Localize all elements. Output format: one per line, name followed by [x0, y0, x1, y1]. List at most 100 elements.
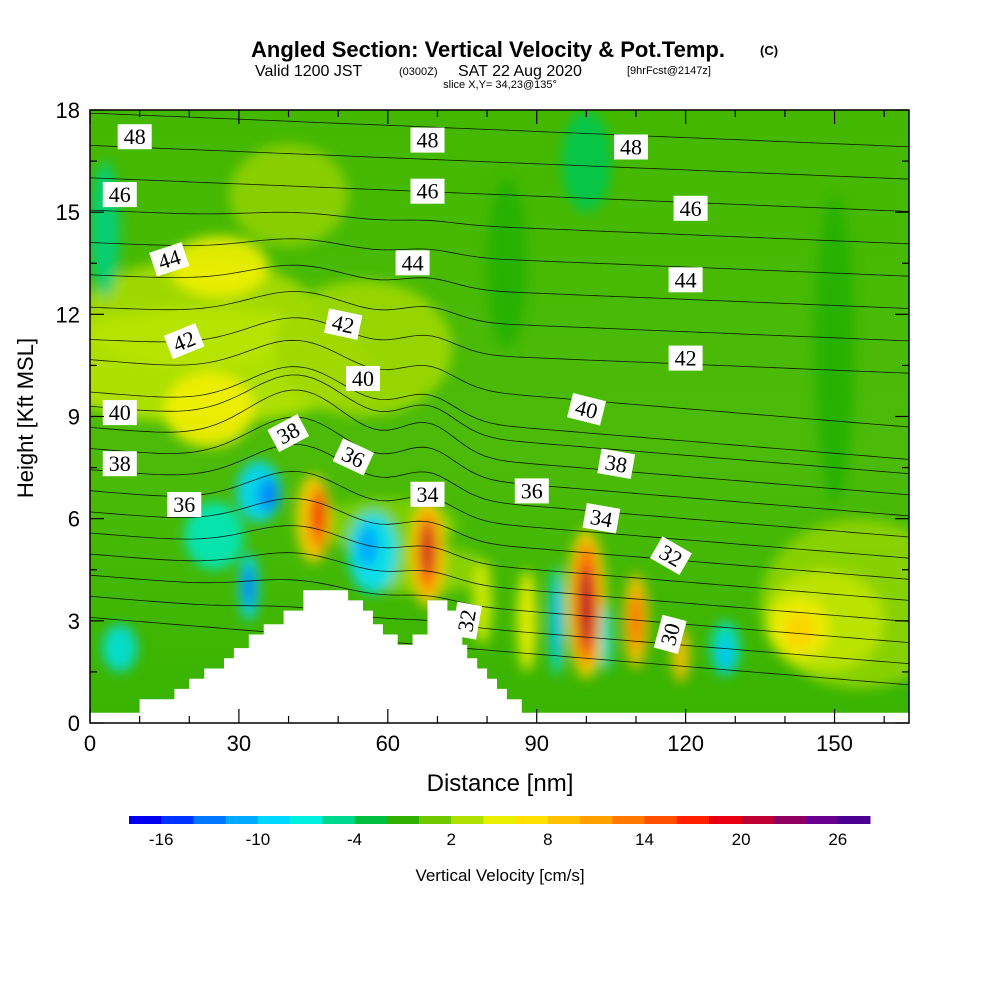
- colorbar-swatch: [805, 816, 839, 824]
- colorbar-swatch: [451, 816, 484, 824]
- velocity-cell: [228, 144, 349, 247]
- theta-contour: [90, 291, 909, 342]
- colorbar-swatch: [741, 816, 774, 824]
- theta-label: 36: [167, 492, 202, 517]
- velocity-cell: [561, 110, 612, 213]
- theta-contour: [90, 177, 909, 212]
- colorbar-swatch: [773, 816, 807, 824]
- theta-contour: [90, 595, 909, 665]
- theta-label-text: 48: [124, 124, 146, 149]
- theta-label: 38: [597, 448, 636, 479]
- theta-label-box: [149, 242, 190, 277]
- colorbar-tick-label: 14: [635, 830, 654, 849]
- chart-title: Angled Section: Vertical Velocity & Pot.…: [251, 37, 725, 62]
- theta-label-text: 48: [620, 135, 642, 160]
- velocity-cell: [579, 566, 594, 649]
- colorbar-swatch: [290, 816, 323, 824]
- theta-label-box: [614, 134, 648, 160]
- colorbar-swatch: [644, 816, 678, 824]
- theta-label-box: [653, 614, 687, 655]
- velocity-cell: [784, 614, 815, 649]
- colorbar-swatches: [129, 816, 871, 824]
- colorbar-ticks: -16 -10 -4 2 8 14 20 26: [149, 830, 847, 849]
- theta-contour: [90, 416, 909, 517]
- velocity-cell: [164, 372, 254, 448]
- theta-label: 34: [582, 502, 621, 534]
- theta-label-text: 42: [330, 310, 357, 339]
- theta-contour: [90, 552, 909, 622]
- theta-contour: [90, 374, 909, 475]
- theta-label-text: 44: [402, 250, 424, 275]
- theta-label: 38: [102, 451, 137, 477]
- colorbar-label: Vertical Velocity [cm/s]: [415, 866, 584, 885]
- x-tick-label: 60: [376, 731, 400, 756]
- y-tick-label: 15: [56, 200, 80, 225]
- colorbar-tick-label: 20: [732, 830, 751, 849]
- theta-label-box: [167, 492, 202, 517]
- colorbar-swatch: [322, 816, 356, 824]
- theta-label-box: [597, 448, 636, 479]
- theta-label-box: [267, 414, 310, 453]
- colorbar-swatch: [354, 816, 388, 824]
- x-axis: 0 30 60 90 120 150: [84, 110, 885, 756]
- colorbar-swatch: [547, 816, 581, 824]
- y-tick-label: 6: [68, 507, 80, 532]
- theta-label: 48: [117, 124, 152, 150]
- velocity-cell: [814, 195, 855, 502]
- velocity-cell: [184, 501, 244, 570]
- x-tick-label: 150: [816, 731, 853, 756]
- theta-label: 42: [163, 323, 205, 360]
- colorbar-swatch: [193, 816, 227, 824]
- x-tick-label: 120: [667, 731, 704, 756]
- theta-label-box: [395, 250, 430, 276]
- x-axis-label: Distance [nm]: [427, 770, 574, 797]
- colorbar-swatch: [676, 816, 710, 824]
- y-axis-label: Height [Kft MSL]: [13, 338, 38, 498]
- theta-label: 44: [395, 250, 430, 276]
- theta-label-text: 38: [603, 449, 629, 477]
- theta-label-box: [668, 345, 703, 371]
- colorbar-swatch: [483, 816, 517, 824]
- theta-label-box: [451, 601, 482, 640]
- x-tick-label: 90: [524, 731, 548, 756]
- colorbar-swatch: [129, 816, 162, 824]
- colorbar-tick-label: -16: [149, 830, 174, 849]
- theta-label: 42: [668, 345, 703, 371]
- velocity-cell: [244, 566, 254, 608]
- theta-label-box: [102, 400, 137, 426]
- colorbar-swatch: [837, 816, 871, 824]
- theta-label-box: [410, 127, 445, 153]
- velocity-cell: [630, 593, 642, 649]
- theta-label-box: [346, 366, 380, 391]
- chart-header: Angled Section: Vertical Velocity & Pot.…: [251, 37, 778, 91]
- theta-label: 34: [410, 481, 445, 507]
- theta-label: 48: [410, 127, 445, 153]
- velocity-cell: [358, 525, 378, 567]
- theta-label-box: [567, 392, 607, 426]
- colorbar-tick-label: -4: [347, 830, 362, 849]
- theta-label-text: 48: [417, 128, 439, 153]
- theta-label: 48: [614, 134, 648, 160]
- theta-label: 30: [653, 614, 687, 655]
- terrain: [90, 590, 909, 723]
- velocity-cell: [102, 624, 138, 672]
- theta-label: 40: [346, 366, 380, 391]
- velocity-cell: [258, 477, 279, 512]
- theta-label: 46: [410, 178, 445, 204]
- theta-label-text: 36: [521, 478, 543, 503]
- theta-label-box: [582, 502, 621, 534]
- theta-label-box: [102, 182, 137, 208]
- theta-contours: [90, 113, 909, 686]
- theta-label: 42: [323, 308, 363, 340]
- colorbar-swatch: [418, 816, 452, 824]
- theta-label-box: [117, 124, 152, 150]
- theta-contour: [90, 238, 909, 277]
- velocity-cell: [487, 178, 527, 349]
- velocity-field: [90, 110, 909, 689]
- colorbar-tick-label: 8: [543, 830, 552, 849]
- velocity-cell: [169, 236, 269, 298]
- y-tick-label: 3: [68, 609, 80, 634]
